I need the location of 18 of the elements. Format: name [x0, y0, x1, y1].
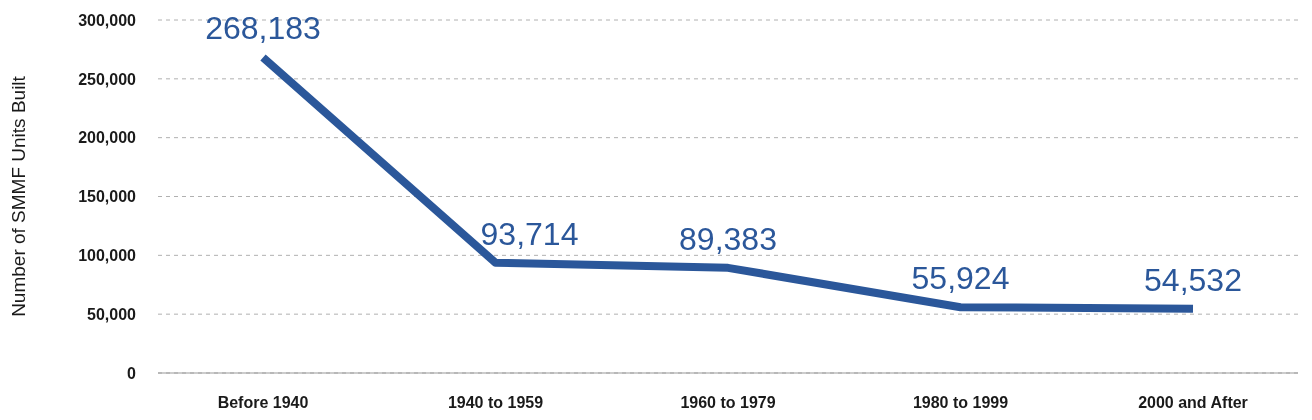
x-tick-label: Before 1940	[217, 394, 309, 412]
data-label: 54,532	[1144, 261, 1242, 298]
data-label: 268,183	[205, 10, 321, 47]
data-label: 55,924	[911, 260, 1010, 297]
x-tick-label: 1940 to 1959	[447, 394, 544, 412]
x-tick-label: 1980 to 1999	[912, 394, 1009, 412]
y-tick-label: 0	[127, 364, 137, 382]
y-tick-label: 100,000	[78, 247, 137, 265]
y-tick-label: 150,000	[78, 188, 137, 206]
data-label: 89,383	[679, 220, 777, 257]
data-label: 93,714	[480, 215, 579, 252]
y-tick-label: 50,000	[87, 305, 137, 323]
y-tick-label: 250,000	[78, 70, 137, 88]
x-tick-label: 1960 to 1979	[680, 394, 776, 412]
y-tick-label: 200,000	[78, 129, 137, 147]
y-tick-label: 300,000	[78, 11, 137, 29]
y-axis-title: Number of SMMF Units Built	[7, 75, 29, 317]
x-tick-label: 2000 and After	[1138, 394, 1248, 412]
